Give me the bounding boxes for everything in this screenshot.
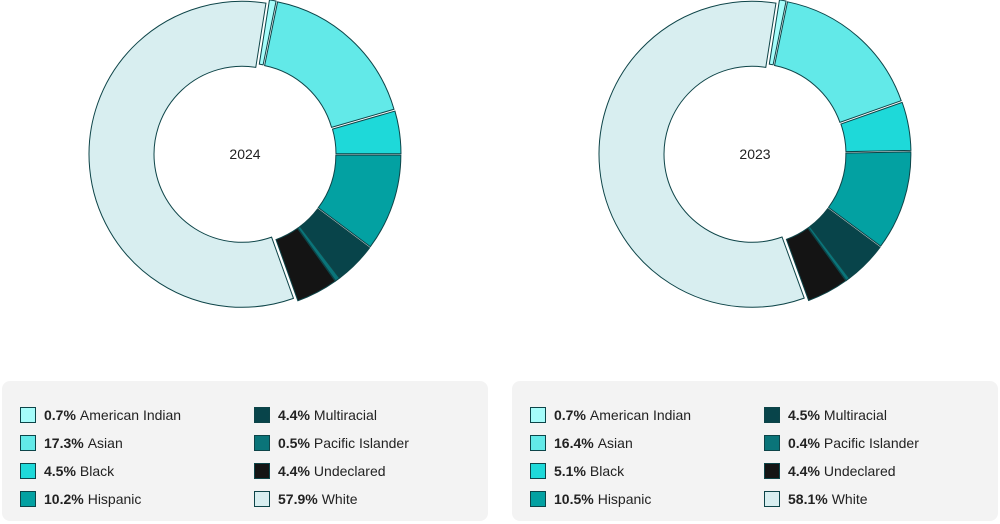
legend-swatch [20,407,36,423]
slice-white [598,0,805,308]
legend-column: 4.4Multiracial0.5Pacific Islander4.4Unde… [254,401,409,513]
legend-value: 0.7 [554,407,586,423]
slice-american-indian [768,0,787,66]
legend-value: 4.5 [788,407,820,423]
legend-label: Hispanic [87,491,142,507]
legend-label: Undeclared [313,463,386,479]
legend-item-hispanic: 10.5Hispanic [530,485,691,513]
legend-label: Undeclared [823,463,896,479]
legend-swatch [764,435,780,451]
legend-value: 4.4 [278,463,310,479]
legend-swatch [254,435,270,451]
legend-item-american-indian: 0.7American Indian [20,401,181,429]
slice-white [88,0,295,308]
slice-hispanic [827,151,912,247]
legend-swatch [254,491,270,507]
legend-value: 16.4 [554,435,594,451]
chart-panel-2024: 2024 0.7American Indian17.3Asian4.5Black… [0,0,490,524]
legend-label: Multiracial [313,407,377,423]
slice-asian [773,1,902,124]
slice-american-indian [258,0,277,66]
legend-value: 4.4 [278,407,310,423]
legend-value: 0.5 [278,435,310,451]
legend-label: Black [589,463,625,479]
legend-label: Asian [597,435,633,451]
legend-value: 5.1 [554,463,586,479]
legend-swatch [20,491,36,507]
donut-chart: 2024 [88,0,402,308]
slice-asian [264,1,395,128]
legend-column: 4.5Multiracial0.4Pacific Islander4.4Unde… [764,401,919,513]
legend-label: American Indian [79,407,182,423]
legend: 0.7American Indian16.4Asian5.1Black10.5H… [512,381,998,521]
legend-item-undeclared: 4.4Undeclared [254,457,409,485]
legend-value: 0.4 [788,435,820,451]
chart-center-label: 2024 [229,146,260,162]
legend-item-white: 57.9White [254,485,409,513]
legend-value: 10.2 [44,491,84,507]
slice-hispanic [317,154,402,248]
legend-item-pacific-islander: 0.4Pacific Islander [764,429,919,457]
legend-swatch [764,463,780,479]
legend-swatch [764,491,780,507]
legend-item-multiracial: 4.5Multiracial [764,401,919,429]
legend-value: 10.5 [554,491,594,507]
chart-panel-2023: 2023 0.7American Indian16.4Asian5.1Black… [510,0,1000,524]
slice-undeclared [275,227,336,302]
slice-black [331,110,402,155]
legend-swatch [530,491,546,507]
legend-item-hispanic: 10.2Hispanic [20,485,181,513]
legend-column: 0.7American Indian16.4Asian5.1Black10.5H… [530,401,691,513]
legend-value: 4.5 [44,463,76,479]
legend-label: White [321,491,358,507]
legend-value: 57.9 [278,491,318,507]
legend-label: Asian [87,435,123,451]
legend-swatch [254,407,270,423]
slice-black [840,101,912,153]
legend-swatch [20,463,36,479]
legend-item-asian: 17.3Asian [20,429,181,457]
legend-label: American Indian [589,407,692,423]
legend-swatch [20,435,36,451]
legend-label: Multiracial [823,407,887,423]
legend-label: Pacific Islander [313,435,409,451]
legend-value: 0.7 [44,407,76,423]
legend-item-undeclared: 4.4Undeclared [764,457,919,485]
slice-undeclared [785,227,847,302]
legend-column: 0.7American Indian17.3Asian4.5Black10.2H… [20,401,181,513]
legend: 0.7American Indian17.3Asian4.5Black10.2H… [2,381,488,521]
legend-item-black: 5.1Black [530,457,691,485]
legend-value: 17.3 [44,435,84,451]
legend-label: Pacific Islander [823,435,919,451]
legend-swatch [530,435,546,451]
donut-chart: 2023 [598,0,912,308]
legend-swatch [530,407,546,423]
legend-item-black: 4.5Black [20,457,181,485]
legend-value: 58.1 [788,491,828,507]
legend-item-asian: 16.4Asian [530,429,691,457]
legend-item-pacific-islander: 0.5Pacific Islander [254,429,409,457]
legend-swatch [764,407,780,423]
legend-swatch [254,463,270,479]
legend-value: 4.4 [788,463,820,479]
legend-label: White [831,491,868,507]
chart-center-label: 2023 [739,146,770,162]
legend-label: Hispanic [597,491,652,507]
legend-item-american-indian: 0.7American Indian [530,401,691,429]
legend-swatch [530,463,546,479]
legend-label: Black [79,463,115,479]
legend-item-multiracial: 4.4Multiracial [254,401,409,429]
legend-item-white: 58.1White [764,485,919,513]
